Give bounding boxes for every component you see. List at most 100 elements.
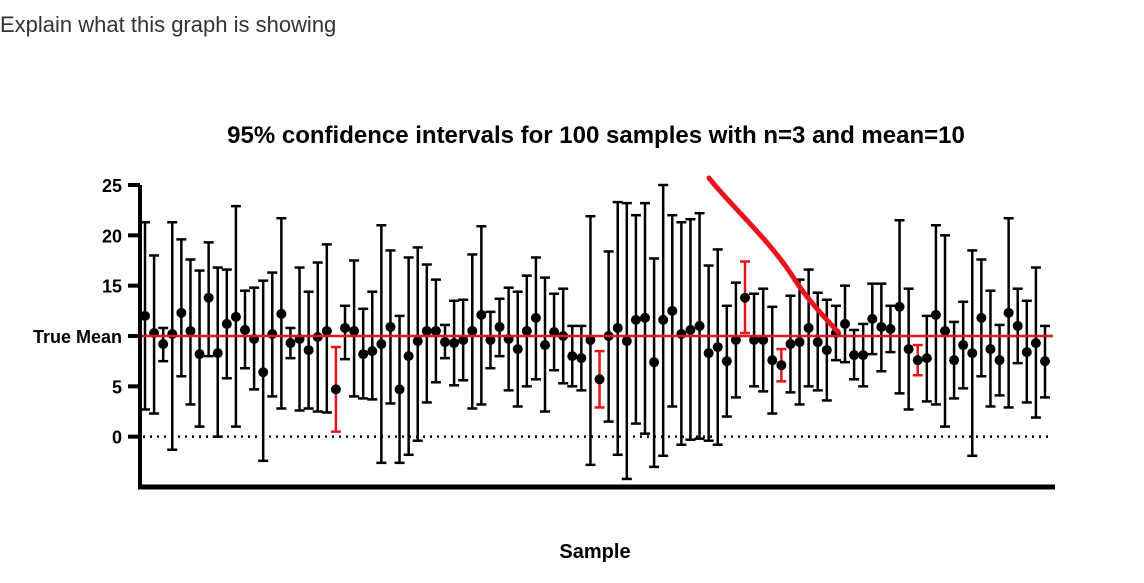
sample-interval	[521, 274, 532, 388]
sample-mean-point	[194, 349, 205, 360]
sample-mean-point	[276, 308, 287, 319]
sample-interval	[467, 253, 478, 410]
sample-interval	[330, 345, 341, 433]
sample-interval	[803, 268, 814, 388]
sample-interval	[530, 256, 541, 381]
sample-mean-point	[876, 321, 887, 332]
sample-mean-point	[467, 325, 478, 336]
sample-interval	[585, 214, 596, 467]
sample-mean-point	[349, 325, 360, 336]
sample-mean-point	[521, 325, 532, 336]
sample-mean-point	[1012, 320, 1023, 331]
sample-interval	[1003, 216, 1014, 409]
sample-interval	[1030, 266, 1041, 419]
sample-interval	[430, 278, 441, 384]
axes	[138, 185, 1055, 490]
sample-interval	[185, 258, 196, 406]
sample-mean-point	[740, 292, 750, 303]
sample-interval	[685, 217, 696, 441]
sample-mean-point	[685, 324, 696, 335]
sample-mean-point	[649, 357, 660, 368]
sample-mean-point	[576, 353, 587, 364]
sample-interval	[394, 314, 405, 465]
sample-interval	[921, 314, 932, 403]
sample-interval	[794, 278, 805, 406]
sample-mean-point	[476, 309, 487, 320]
y-tick-label: 0	[112, 428, 122, 448]
sample-mean-point	[640, 312, 650, 323]
sample-interval	[621, 201, 632, 481]
sample-mean-point	[840, 318, 850, 329]
sample-interval	[294, 266, 305, 412]
sample-interval	[240, 289, 250, 370]
sample-mean-point	[794, 337, 805, 348]
sample-interval	[776, 347, 787, 383]
sample-mean-point	[267, 328, 278, 339]
sample-interval	[594, 349, 605, 409]
sample-mean-point	[967, 348, 978, 359]
sample-mean-point	[1040, 356, 1050, 367]
sample-mean-point	[767, 355, 778, 366]
sample-mean-point	[376, 339, 387, 350]
sample-mean-point	[203, 292, 214, 303]
sample-mean-point	[785, 339, 796, 350]
sample-interval	[212, 266, 223, 438]
sample-interval	[658, 183, 669, 458]
sample-mean-point	[540, 340, 550, 351]
sample-mean-point	[140, 310, 150, 321]
sample-mean-point	[885, 323, 896, 334]
sample-interval	[176, 238, 187, 378]
sample-mean-point	[985, 344, 996, 355]
sample-interval	[1012, 287, 1023, 365]
sample-mean-point	[712, 342, 723, 353]
sample-mean-point	[1030, 338, 1041, 349]
sample-interval	[485, 310, 496, 370]
sample-mean-point	[958, 340, 969, 351]
sample-mean-point	[676, 328, 687, 339]
sample-interval	[1040, 324, 1050, 399]
sample-interval	[349, 259, 360, 398]
y-tick-label: 5	[112, 377, 122, 397]
sample-interval	[912, 343, 923, 377]
sample-mean-point	[776, 360, 787, 371]
sample-interval	[440, 323, 450, 360]
sample-interval	[358, 307, 369, 400]
sample-interval	[712, 248, 723, 446]
sample-interval	[612, 200, 623, 457]
sample-interval	[730, 281, 741, 399]
sample-mean-point	[430, 325, 441, 336]
sample-interval	[403, 256, 414, 457]
sample-mean-point	[821, 345, 832, 356]
sample-mean-point	[621, 336, 632, 347]
sample-interval	[285, 326, 296, 360]
sample-interval	[494, 297, 505, 358]
sample-interval	[785, 294, 796, 394]
sample-interval	[258, 279, 269, 463]
sample-interval	[640, 201, 650, 435]
sample-mean-point	[749, 335, 760, 346]
sample-interval	[976, 258, 987, 378]
sample-mean-point	[703, 348, 714, 359]
sample-interval	[749, 292, 760, 388]
interval-series	[140, 183, 1050, 481]
sample-interval	[949, 320, 960, 400]
sample-mean-point	[694, 320, 705, 331]
sample-interval	[158, 326, 169, 363]
y-tick-label: 20	[102, 226, 122, 246]
sample-mean-point	[176, 307, 187, 318]
sample-mean-point	[894, 301, 905, 312]
sample-mean-point	[340, 322, 350, 333]
sample-mean-point	[994, 355, 1005, 366]
sample-interval	[894, 218, 905, 395]
sample-interval	[194, 269, 205, 428]
sample-interval	[703, 264, 714, 442]
sample-interval	[940, 234, 950, 428]
sample-mean-point	[803, 322, 814, 333]
sample-interval	[676, 220, 687, 446]
sample-interval	[630, 213, 641, 425]
sample-mean-point	[240, 324, 250, 335]
sample-mean-point	[721, 356, 732, 367]
sample-mean-point	[849, 350, 860, 361]
sample-mean-point	[321, 325, 332, 336]
sample-mean-point	[421, 325, 432, 336]
